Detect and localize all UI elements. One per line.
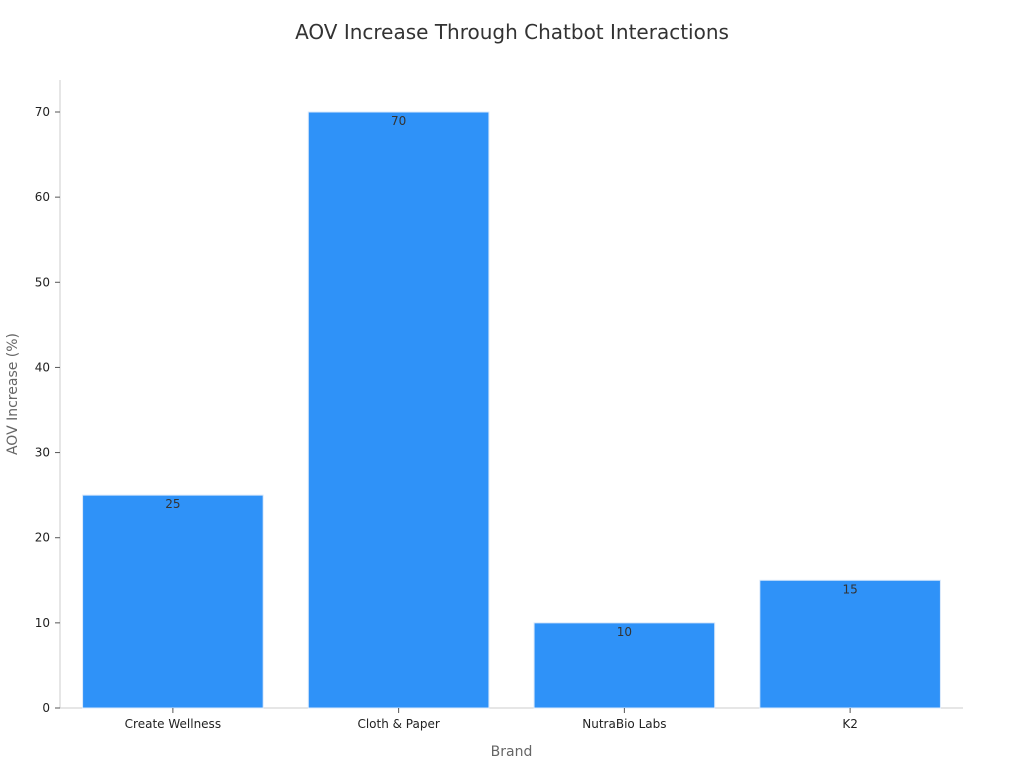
y-tick-label: 40 — [35, 360, 50, 374]
x-tick-label: Create Wellness — [125, 717, 221, 731]
y-tick-label: 60 — [35, 190, 50, 204]
x-tick-label: NutraBio Labs — [582, 717, 666, 731]
x-axis-title: Brand — [491, 744, 533, 760]
y-tick-label: 20 — [35, 531, 50, 545]
y-axis-title: AOV Increase (%) — [5, 333, 21, 455]
y-tick-label: 70 — [35, 105, 50, 119]
y-tick-label: 30 — [35, 446, 50, 460]
bar — [307, 111, 490, 709]
bar-value-label: 15 — [842, 582, 857, 596]
y-tick-label: 0 — [42, 701, 50, 715]
y-tick-label: 10 — [35, 616, 50, 630]
y-axis-ticks: 0 10 20 30 40 50 60 70 — [35, 105, 60, 715]
x-tick-label: K2 — [842, 717, 858, 731]
bars: 25 70 10 15 — [82, 111, 941, 709]
chart-title: AOV Increase Through Chatbot Interaction… — [295, 20, 729, 44]
x-axis-ticks: Create Wellness Cloth & Paper NutraBio Lab… — [125, 708, 858, 731]
x-tick-label: Cloth & Paper — [357, 717, 439, 731]
bar-value-label: 10 — [617, 625, 632, 639]
bar — [533, 622, 716, 709]
y-tick-label: 50 — [35, 275, 50, 289]
bar — [759, 579, 941, 709]
bar-value-label: 25 — [165, 497, 180, 511]
bar — [82, 494, 264, 709]
bar-value-label: 70 — [391, 114, 406, 128]
